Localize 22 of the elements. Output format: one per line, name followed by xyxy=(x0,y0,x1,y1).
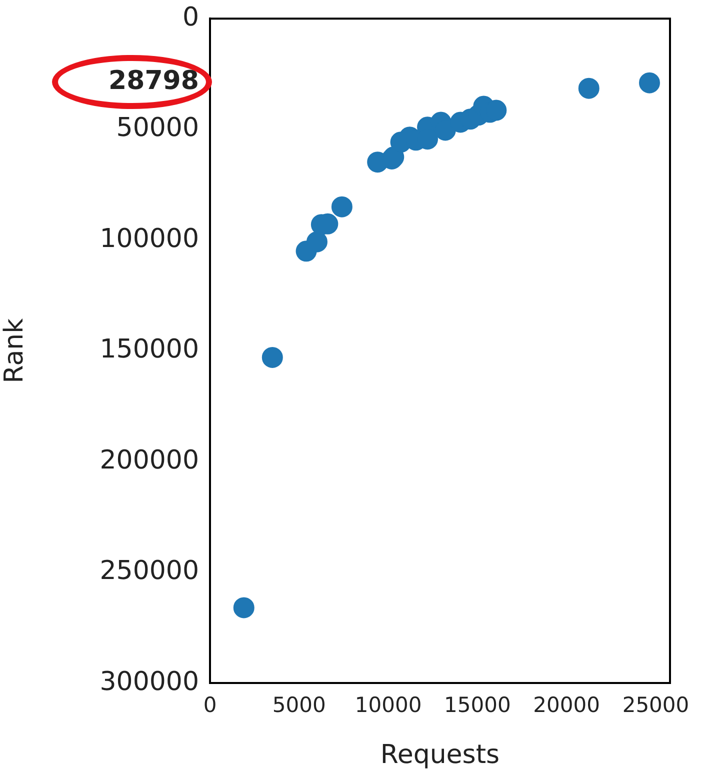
point xyxy=(233,597,254,618)
x-tick-label: 5000 xyxy=(272,693,326,718)
point xyxy=(306,231,328,252)
y-tick-label: 100000 xyxy=(100,224,199,254)
y-tick-label: 50000 xyxy=(116,113,199,144)
x-tick-label: 15000 xyxy=(444,693,511,718)
y-tick-label: 200000 xyxy=(100,445,199,476)
y-tick-label: 150000 xyxy=(100,334,199,365)
point xyxy=(578,78,600,99)
x-tick-label: 10000 xyxy=(354,693,422,718)
y-tick-label: 28798 xyxy=(108,66,199,96)
point xyxy=(331,196,352,218)
x-tick-label: 20000 xyxy=(533,693,600,718)
y-tick-label: 0 xyxy=(182,2,199,32)
y-tick-label: 250000 xyxy=(100,556,199,586)
x-axis-title: Requests xyxy=(380,740,500,770)
point xyxy=(262,346,283,368)
y-axis-title: Rank xyxy=(0,318,30,384)
x-tick-label: 0 xyxy=(203,693,217,718)
point xyxy=(638,72,660,94)
x-tick-label: 25000 xyxy=(622,693,690,718)
y-tick-label: 300000 xyxy=(100,666,199,697)
